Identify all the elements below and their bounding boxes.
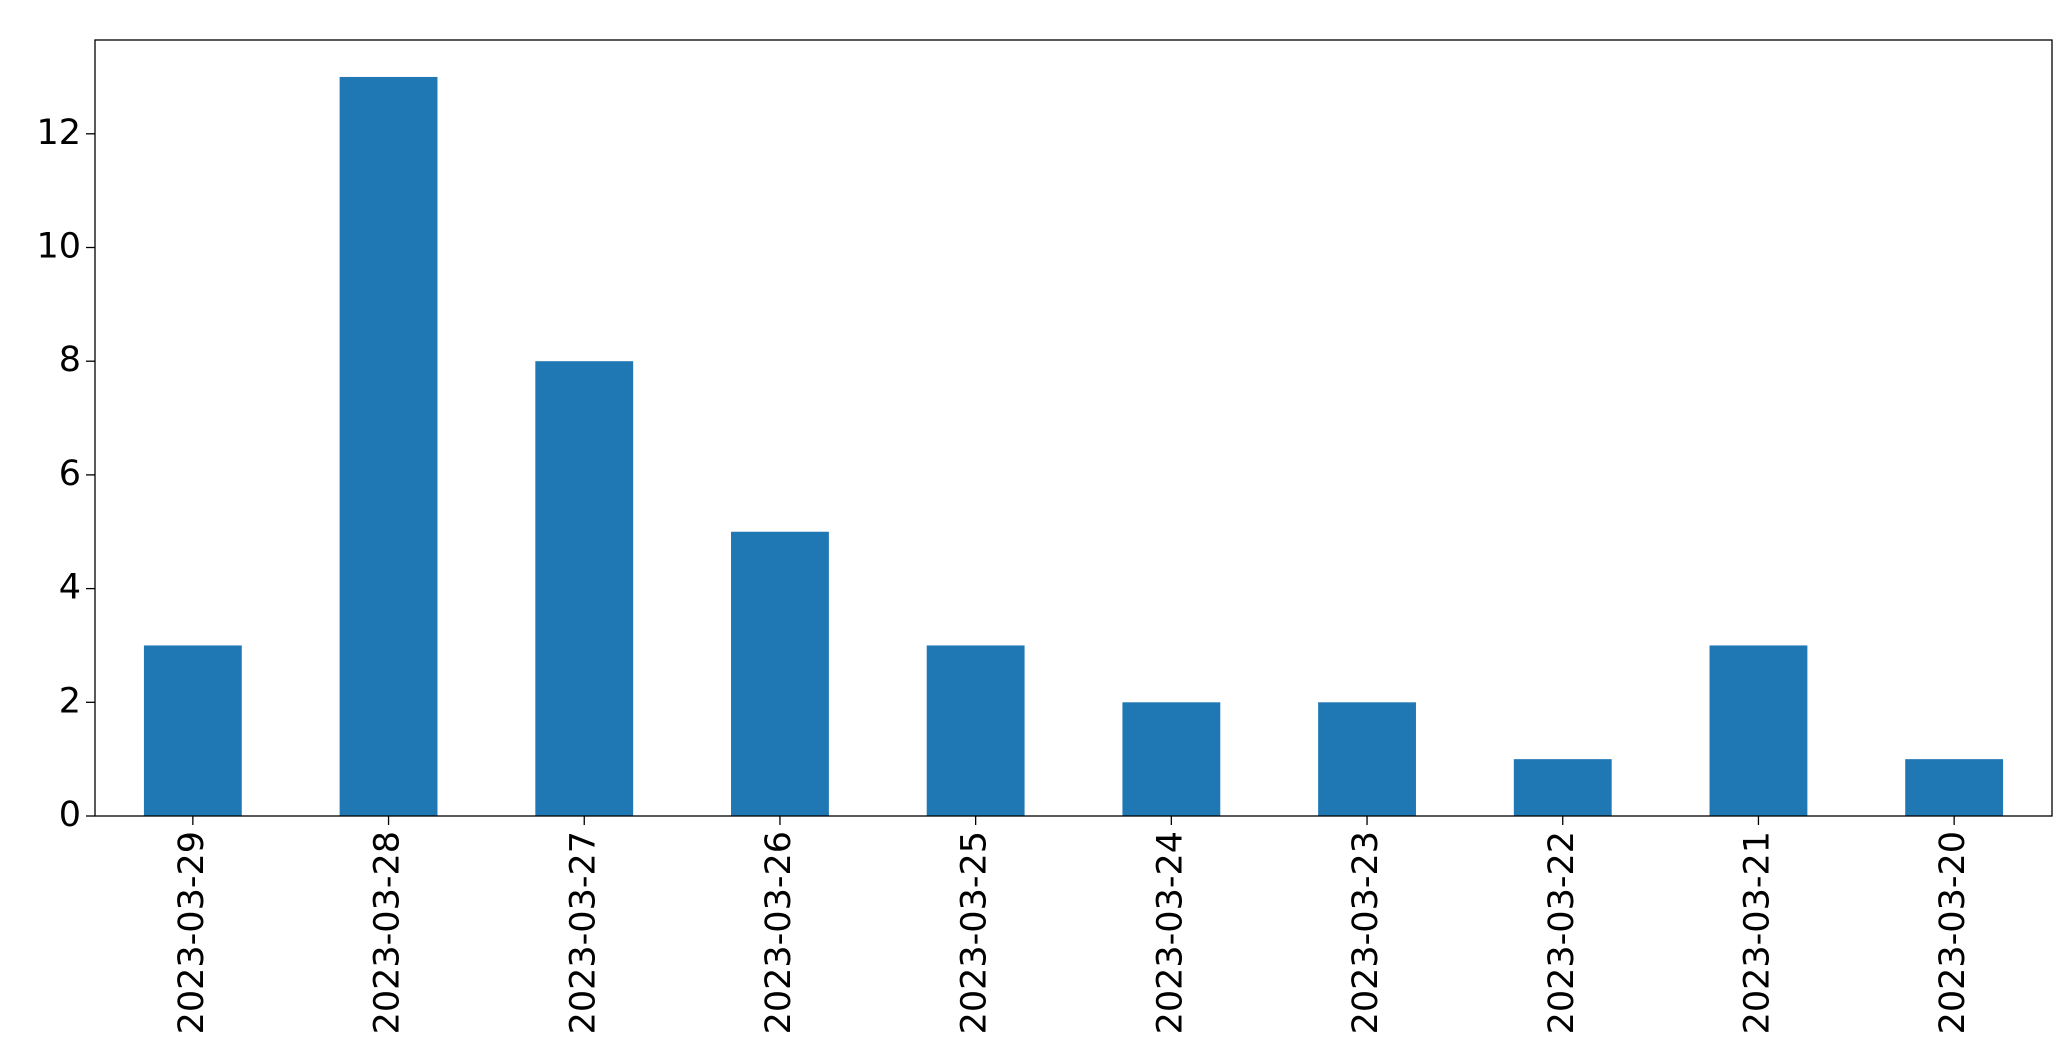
x-tick-label: 2023-03-29 [172,831,212,1034]
y-tick-label: 8 [59,340,81,380]
bar [339,76,438,816]
y-tick-label: 0 [59,795,81,835]
bar [1122,702,1221,816]
bar [1513,759,1612,816]
bar [1905,759,2004,816]
x-tick-label: 2023-03-27 [563,831,603,1034]
plot-frame [94,39,2053,817]
y-tick-label: 12 [36,113,81,153]
bar [1318,702,1416,816]
x-tick-label: 2023-03-28 [368,831,408,1034]
x-tick-label: 2023-03-22 [1542,831,1582,1034]
bar [143,645,242,816]
x-tick-label: 2023-03-23 [1346,831,1386,1034]
x-tick-label: 2023-03-20 [1933,831,1973,1034]
x-tick-label: 2023-03-26 [759,831,799,1034]
y-tick-label: 10 [36,227,81,267]
bar [926,645,1025,816]
bar [731,531,829,816]
x-tick-label: 2023-03-25 [955,831,995,1034]
y-tick-label: 2 [59,681,81,721]
x-tick-label: 2023-03-21 [1737,831,1777,1034]
y-tick-label: 6 [59,454,81,494]
y-tick-label: 4 [59,568,81,608]
x-tick-label: 2023-03-24 [1150,831,1190,1034]
bar [1709,645,1808,816]
bar [535,361,634,816]
